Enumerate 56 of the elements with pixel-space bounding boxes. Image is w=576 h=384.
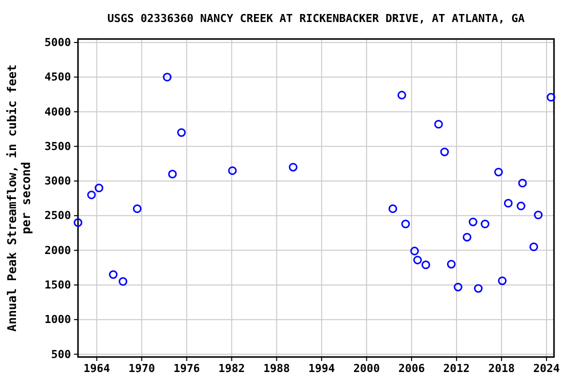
- point: [454, 282, 462, 292]
- point: [401, 220, 410, 228]
- point: [494, 168, 503, 176]
- x-tick-label: 1970: [128, 362, 155, 375]
- point: [94, 184, 104, 192]
- y-tick-label: 5000: [44, 36, 71, 49]
- y-tick-label: 3500: [44, 140, 71, 153]
- point: [546, 92, 556, 102]
- point: [388, 204, 398, 214]
- x-tick-label: 2012: [443, 362, 470, 375]
- point: [534, 210, 543, 220]
- point: [462, 232, 472, 242]
- point: [410, 246, 419, 256]
- point: [468, 218, 478, 226]
- point: [228, 166, 237, 175]
- point: [74, 218, 82, 227]
- x-tick-label: 1976: [173, 362, 200, 375]
- x-tick-label: 1988: [263, 362, 290, 375]
- point: [177, 128, 186, 137]
- point: [108, 270, 118, 279]
- point: [398, 90, 406, 100]
- point: [434, 120, 443, 129]
- y-tick-label: 500: [51, 348, 71, 361]
- point: [498, 276, 507, 286]
- chart-title: USGS 02336360 NANCY CREEK AT RICKENBACKER DRIVE, AT ATLANTA, GA: [107, 12, 525, 25]
- point: [518, 178, 527, 188]
- point: [446, 260, 456, 268]
- y-tick-label: 1500: [44, 278, 71, 292]
- point: [422, 260, 430, 270]
- point: [132, 204, 142, 214]
- x-tick-label: 1964: [83, 362, 110, 375]
- point: [162, 72, 172, 82]
- point: [474, 284, 483, 293]
- x-tick-label: 1982: [218, 362, 245, 375]
- y-tick-label: 4000: [44, 105, 71, 118]
- point: [516, 202, 526, 210]
- point: [480, 220, 490, 228]
- point: [504, 198, 513, 208]
- x-tick-label: 2000: [353, 362, 380, 375]
- x-tick-label: 1994: [308, 362, 336, 375]
- x-tick-label: 2024: [533, 362, 560, 375]
- y-tick-label: 1000: [44, 313, 71, 326]
- x-tick-label: 2018: [488, 362, 515, 375]
- point: [168, 170, 177, 178]
- x-tick-label: 2006: [398, 362, 426, 375]
- y-tick-label: 2000: [44, 244, 71, 257]
- point: [413, 256, 422, 264]
- point: [440, 148, 449, 156]
- y-tick-label: 4500: [44, 70, 71, 84]
- y-axis-title: Annual Peak Streamflow, in cubic feet per second: [5, 64, 33, 332]
- y-tick-label: 3000: [44, 174, 71, 188]
- y-tick-label: 2500: [44, 209, 71, 222]
- point: [288, 162, 298, 172]
- point: [529, 242, 538, 252]
- point: [118, 277, 128, 286]
- point: [87, 190, 96, 200]
